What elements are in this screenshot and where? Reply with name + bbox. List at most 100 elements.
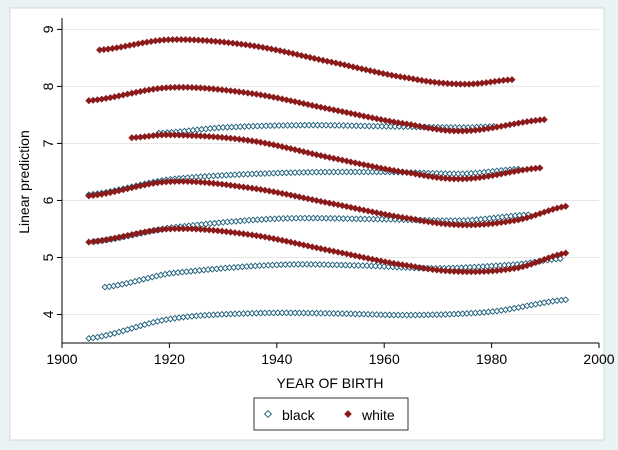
data-point-white: [368, 114, 376, 122]
data-point-white: [201, 132, 209, 140]
curve-white-5: [96, 36, 516, 88]
data-point-black: [338, 310, 346, 317]
data-point-black: [361, 215, 369, 223]
data-point-white: [209, 179, 217, 187]
data-point-white: [205, 179, 213, 187]
data-point-white: [441, 267, 449, 275]
data-point-black: [324, 261, 332, 269]
data-point-white: [353, 64, 361, 72]
data-point-white: [386, 166, 394, 174]
data-point-white: [398, 213, 406, 221]
data-point-white: [437, 126, 445, 134]
data-point-black: [335, 122, 343, 129]
data-point-white: [433, 173, 441, 181]
data-point-white: [377, 164, 385, 172]
data-point-white: [201, 226, 209, 234]
data-point-white: [330, 154, 338, 162]
data-point-white: [366, 67, 374, 75]
data-point-white: [394, 119, 402, 127]
data-point-white: [441, 174, 449, 182]
data-point-white: [420, 217, 428, 225]
data-point-white: [364, 113, 372, 121]
data-point-white: [235, 182, 243, 190]
data-point-black: [348, 122, 356, 130]
data-point-black: [370, 122, 377, 130]
data-point-white: [418, 76, 426, 84]
data-point-white: [394, 213, 402, 221]
legend-diamond-black: [263, 409, 273, 419]
data-point-white: [244, 89, 252, 97]
data-point-white: [300, 148, 308, 156]
data-point-black: [352, 215, 360, 223]
data-point-white: [274, 189, 282, 197]
data-point-white: [300, 241, 308, 249]
data-point-white: [424, 172, 432, 180]
data-point-white: [407, 215, 415, 223]
data-point-white: [214, 180, 222, 188]
data-point-white: [364, 207, 372, 215]
data-point-white: [381, 116, 389, 124]
data-point-white: [300, 100, 308, 108]
data-point-white: [390, 166, 398, 174]
data-point-black: [387, 215, 395, 223]
data-point-white: [257, 185, 265, 194]
data-point-black: [344, 215, 352, 223]
data-point-white: [209, 85, 217, 93]
data-point-white: [390, 212, 398, 220]
data-point-white: [405, 74, 413, 82]
data-point-white: [310, 54, 318, 62]
data-point-white: [407, 169, 415, 177]
data-point-white: [287, 145, 295, 153]
data-point-white: [377, 210, 385, 218]
data-point-white: [364, 162, 372, 170]
gridlines: [62, 28, 599, 315]
data-point-black: [377, 311, 385, 319]
data-point-white: [394, 260, 402, 268]
data-point-white: [287, 238, 295, 246]
data-point-white: [235, 88, 243, 96]
y-tick-label: 7: [40, 139, 56, 147]
data-point-white: [199, 36, 207, 44]
data-point-black: [339, 215, 347, 223]
data-point-white: [407, 121, 415, 129]
legend-marker-white: [344, 410, 352, 418]
legend: black white: [253, 397, 409, 431]
data-point-white: [343, 157, 351, 165]
data-point-black: [386, 311, 394, 319]
data-point-white: [431, 78, 439, 86]
data-point-white: [562, 202, 570, 210]
data-point-white: [379, 69, 387, 78]
data-point-white: [338, 202, 346, 210]
data-point-white: [239, 88, 248, 96]
data-point-white: [257, 91, 265, 99]
data-point-white: [244, 136, 252, 144]
y-tick-label: 6: [40, 196, 56, 204]
data-point-black: [344, 122, 352, 130]
data-point-white: [343, 203, 351, 211]
curve-white-4: [85, 83, 548, 135]
data-point-white: [248, 90, 256, 98]
data-point-white: [351, 252, 359, 260]
x-axis-label: YEAR OF BIRTH: [276, 375, 383, 391]
legend-label-black: black: [282, 407, 316, 423]
data-point-black: [346, 261, 354, 269]
data-point-black: [334, 310, 342, 317]
data-point-white: [351, 159, 359, 167]
data-point-white: [388, 71, 396, 79]
data-point-white: [218, 133, 226, 141]
data-point-black: [367, 262, 375, 270]
data-point-white: [429, 265, 437, 273]
data-point-white: [377, 116, 385, 124]
data-point-white: [209, 226, 217, 234]
data-point-white: [205, 226, 213, 234]
data-point-white: [278, 95, 286, 103]
data-point-white: [381, 210, 389, 218]
data-point-white: [274, 94, 282, 102]
data-point-white: [239, 183, 248, 191]
data-point-white: [218, 227, 226, 235]
data-point-white: [508, 76, 516, 84]
data-point-white: [325, 105, 333, 113]
data-point-white: [441, 126, 449, 134]
data-point-black: [329, 261, 337, 269]
